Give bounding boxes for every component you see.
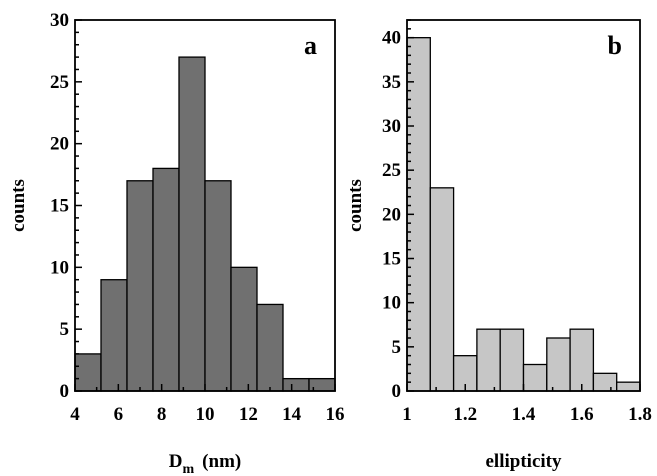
panel-a: 0 5 10 15 20 25 30 4 6 8 10 12 14 16 a counts Dm (nm) (8, 10, 345, 476)
panel-a-ytick-label: 30 (50, 10, 69, 31)
panel-b-ytick-label: 25 (382, 160, 401, 181)
panel-a-ytick-label: 10 (50, 257, 69, 278)
panel-b: 0 5 10 15 20 25 30 35 40 1 1.2 1.4 1.6 1.8 b counts elli… (345, 19, 652, 472)
panel-a-ytick-label: 5 (60, 319, 70, 340)
panel-b-ytick-label: 15 (382, 249, 401, 270)
panel-a-ytick-label: 15 (50, 196, 69, 217)
panel-b-bar (546, 337, 571, 392)
panel-b-bar (569, 328, 595, 392)
panel-a-xtick-label: 14 (282, 404, 302, 425)
panel-a-bar (74, 353, 102, 392)
panel-b-bar (499, 328, 525, 392)
panel-a-bar (126, 180, 154, 392)
panel-b-ytick-label: 30 (382, 116, 401, 137)
panel-b-ytick-label: 0 (392, 381, 402, 402)
panel-b-xtick-label: 1 (402, 404, 412, 425)
panel-b-xtick-label: 1.8 (628, 404, 652, 425)
panel-b-ytick-label: 5 (392, 337, 402, 358)
panel-a-ytick-label: 0 (60, 381, 70, 402)
panel-b-bar (429, 187, 455, 392)
panel-a-xlabel: Dm (nm) (169, 451, 241, 476)
panel-a-bar (230, 266, 258, 392)
panel-b-ytick-label: 10 (382, 293, 401, 314)
panel-b-xtick-label: 1.6 (570, 404, 594, 425)
panel-a-letter: a (304, 31, 317, 60)
panel-a-ytick-label: 25 (50, 72, 69, 93)
panel-b-bar (522, 363, 548, 392)
panel-a-xtick-label: 6 (114, 404, 124, 425)
panel-b-xlabel: ellipticity (486, 451, 562, 472)
panel-a-bar (152, 167, 180, 392)
panel-b-letter: b (608, 31, 622, 60)
panel-a-bar (100, 279, 128, 392)
panel-b-ytick-label: 20 (382, 204, 401, 225)
panel-b-bar (616, 381, 641, 392)
panel-b-xtick-label: 1.4 (512, 404, 536, 425)
panel-a-bar (282, 377, 310, 392)
panel-a-xtick-label: 12 (239, 404, 258, 425)
panel-a-bar (204, 180, 232, 392)
panel-b-ytick-label: 35 (382, 72, 401, 93)
panel-b-bar (476, 328, 501, 392)
panel-b-ylabel: counts (345, 179, 366, 232)
panel-a-bar (256, 303, 284, 392)
panel-a-xtick-label: 4 (70, 404, 80, 425)
panel-b-xtick-label: 1.2 (453, 404, 477, 425)
panel-a-xtick-label: 10 (196, 404, 215, 425)
panel-a-xtick-label: 8 (157, 404, 167, 425)
panel-b-bar (592, 372, 618, 392)
panel-a-ytick-label: 20 (50, 134, 69, 155)
panel-b-ytick-label: 40 (382, 28, 401, 49)
panel-a-bar (178, 56, 206, 392)
panel-a-ylabel: counts (8, 179, 29, 232)
panel-a-xtick-label: 16 (326, 404, 345, 425)
